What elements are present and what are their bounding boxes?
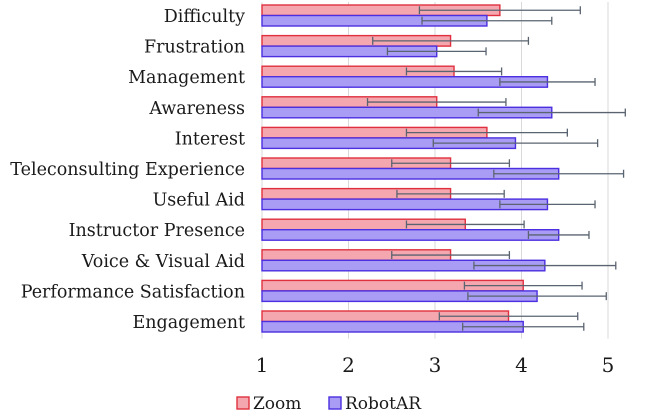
category-label: Awareness [148, 99, 245, 119]
x-tick-label: 4 [515, 353, 528, 377]
category-label: Voice & Visual Aid [81, 252, 245, 272]
legend-swatch-robotar [328, 396, 342, 410]
legend-swatch-zoom [236, 396, 250, 410]
category-label: Useful Aid [153, 191, 245, 211]
category-label: Interest [175, 129, 245, 149]
category-label: Engagement [133, 313, 246, 333]
category-label: Performance Satisfaction [21, 282, 245, 302]
x-tick-label: 1 [256, 353, 269, 377]
category-labels: Difficulty Frustration Management Awarenes… [10, 7, 245, 333]
bars [261, 4, 560, 333]
category-label: Teleconsulting Experience [10, 160, 245, 180]
legend-label-robotar: RobotAR [345, 394, 422, 414]
legend: Zoom RobotAR [236, 394, 422, 414]
x-tick-label: 5 [602, 353, 615, 377]
category-label: Difficulty [164, 7, 245, 27]
category-label: Frustration [144, 38, 245, 58]
category-label: Management [128, 68, 245, 88]
error-bars [366, 6, 626, 331]
x-tick-label: 3 [429, 353, 442, 377]
x-tick-label: 2 [342, 353, 355, 377]
legend-label-zoom: Zoom [253, 394, 301, 414]
category-label: Instructor Presence [69, 221, 245, 241]
bar-robotar [261, 228, 560, 241]
x-tick-labels: 1 2 3 4 5 [256, 353, 615, 377]
